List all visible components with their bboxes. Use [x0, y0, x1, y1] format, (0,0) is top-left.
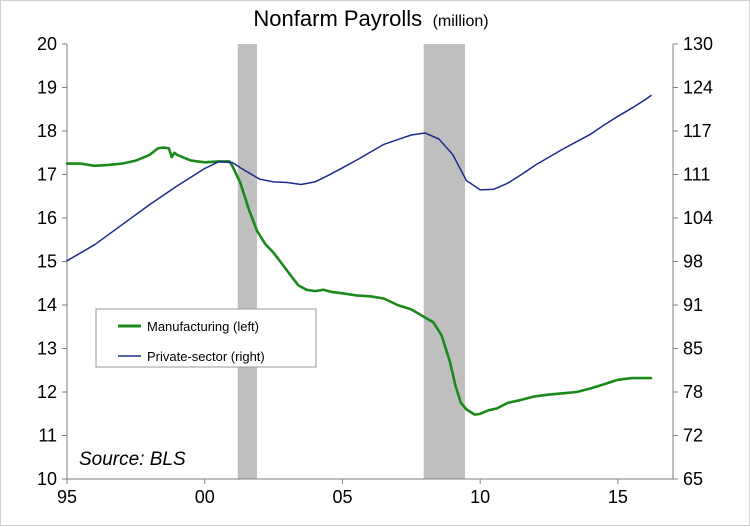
series-layer: [65, 94, 653, 416]
right-tick-label: 104: [683, 208, 713, 228]
left-tick-label: 13: [37, 339, 57, 359]
chart-title-main: Nonfarm Payrolls: [253, 6, 422, 31]
right-tick-label: 65: [683, 469, 703, 489]
x-tick-label: 95: [57, 487, 77, 507]
tick-layer: 10 11 12 13 14 15 16 17 18 19 20 65 72 78 85 91 98 104 111…: [37, 34, 713, 507]
manufacturing-series-line: [65, 146, 653, 416]
right-tick-label: 72: [683, 426, 703, 446]
right-tick-label: 130: [683, 34, 713, 54]
left-tick-label: 11: [38, 426, 57, 446]
x-tick-label: 00: [195, 487, 215, 507]
left-tick-label: 20: [37, 34, 57, 54]
legend: Manufacturing (left) Private-sector (rig…: [95, 308, 317, 368]
left-tick-label: 12: [37, 382, 57, 402]
left-tick-label: 15: [37, 252, 57, 272]
private-sector-series-line: [66, 94, 652, 262]
left-tick-label: 17: [37, 165, 57, 185]
x-tick-label: 15: [608, 487, 628, 507]
right-tick-label: 124: [683, 78, 713, 98]
chart-title: Nonfarm Payrolls (million): [253, 6, 488, 31]
legend-label-manufacturing: Manufacturing (left): [147, 319, 259, 334]
legend-box: [95, 308, 317, 368]
right-tick-label: 98: [683, 252, 703, 272]
legend-label-private-sector: Private-sector (right): [147, 349, 265, 364]
recession-shading-layer: [237, 44, 466, 479]
chart-title-unit: (million): [433, 13, 489, 30]
right-tick-label: 117: [683, 121, 712, 141]
left-tick-label: 10: [37, 469, 57, 489]
left-tick-label: 19: [37, 78, 57, 98]
recession-band-2: [423, 44, 466, 479]
left-tick-label: 18: [37, 121, 57, 141]
right-tick-label: 111: [683, 165, 710, 185]
x-tick-label: 05: [332, 487, 352, 507]
axis-layer: [66, 44, 674, 480]
right-tick-label: 85: [683, 339, 703, 359]
right-tick-label: 78: [683, 382, 703, 402]
source-note: Source: BLS: [79, 449, 186, 470]
x-tick-label: 10: [470, 487, 490, 507]
left-tick-label: 14: [37, 295, 57, 315]
left-tick-label: 16: [37, 208, 57, 228]
right-tick-label: 91: [683, 295, 703, 315]
recession-band-1: [237, 44, 258, 479]
